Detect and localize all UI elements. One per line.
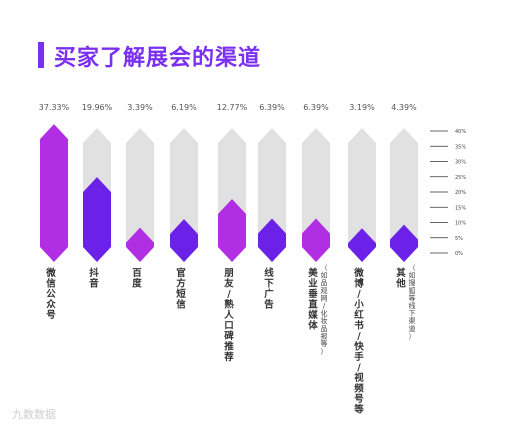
bar [218, 199, 246, 262]
data-label: 4.39% [391, 103, 417, 112]
y-tick-label: 20% [455, 190, 466, 196]
category-label: 朋友/熟人口碑推荐 [223, 268, 234, 363]
title-accent-bar [38, 42, 44, 68]
category-label: 官方短信 [176, 267, 186, 311]
watermark-logo: 九数数据 [12, 408, 56, 421]
y-tick-label: 10% [455, 221, 466, 227]
bar [40, 124, 68, 263]
data-label: 6.19% [171, 103, 197, 112]
bar [348, 228, 376, 262]
data-label: 3.39% [127, 103, 153, 112]
chart-title: 买家了解展会的渠道 [54, 46, 262, 71]
y-tick-label: 15% [455, 205, 466, 211]
bar-background [390, 128, 418, 262]
category-note: （如搜狐等线下渠道） [409, 264, 416, 340]
data-label: 3.19% [349, 103, 375, 112]
bar-background [126, 128, 154, 262]
category-label: 微博/小红书/快手/视频号等 [353, 267, 364, 416]
category-label: 其他 [395, 267, 406, 290]
bar-background [348, 128, 376, 262]
y-tick-label: 0% [455, 251, 463, 257]
bar [83, 177, 111, 262]
category-label: 美业垂直媒体 [307, 267, 318, 332]
data-label: 12.77% [217, 103, 248, 112]
y-tick-label: 30% [455, 160, 466, 166]
category-note: （如品观网/化妆品报等） [321, 264, 328, 356]
category-label: 微信公众号 [45, 267, 56, 321]
category-label: 抖音 [89, 267, 99, 290]
y-tick-label: 5% [455, 236, 463, 242]
y-tick-label: 35% [455, 144, 466, 150]
data-label: 6.39% [303, 103, 329, 112]
y-tick-label: 25% [455, 175, 466, 181]
bar [126, 227, 154, 262]
y-tick-label: 40% [455, 129, 466, 135]
bar [390, 224, 418, 262]
category-label: 线下广告 [264, 267, 274, 311]
data-label: 37.33% [39, 103, 70, 112]
bar [170, 219, 198, 262]
bar [258, 218, 286, 262]
bar [302, 218, 330, 262]
category-label: 百度 [132, 268, 142, 290]
data-label: 6.39% [259, 103, 285, 112]
data-label: 19.96% [82, 103, 113, 112]
